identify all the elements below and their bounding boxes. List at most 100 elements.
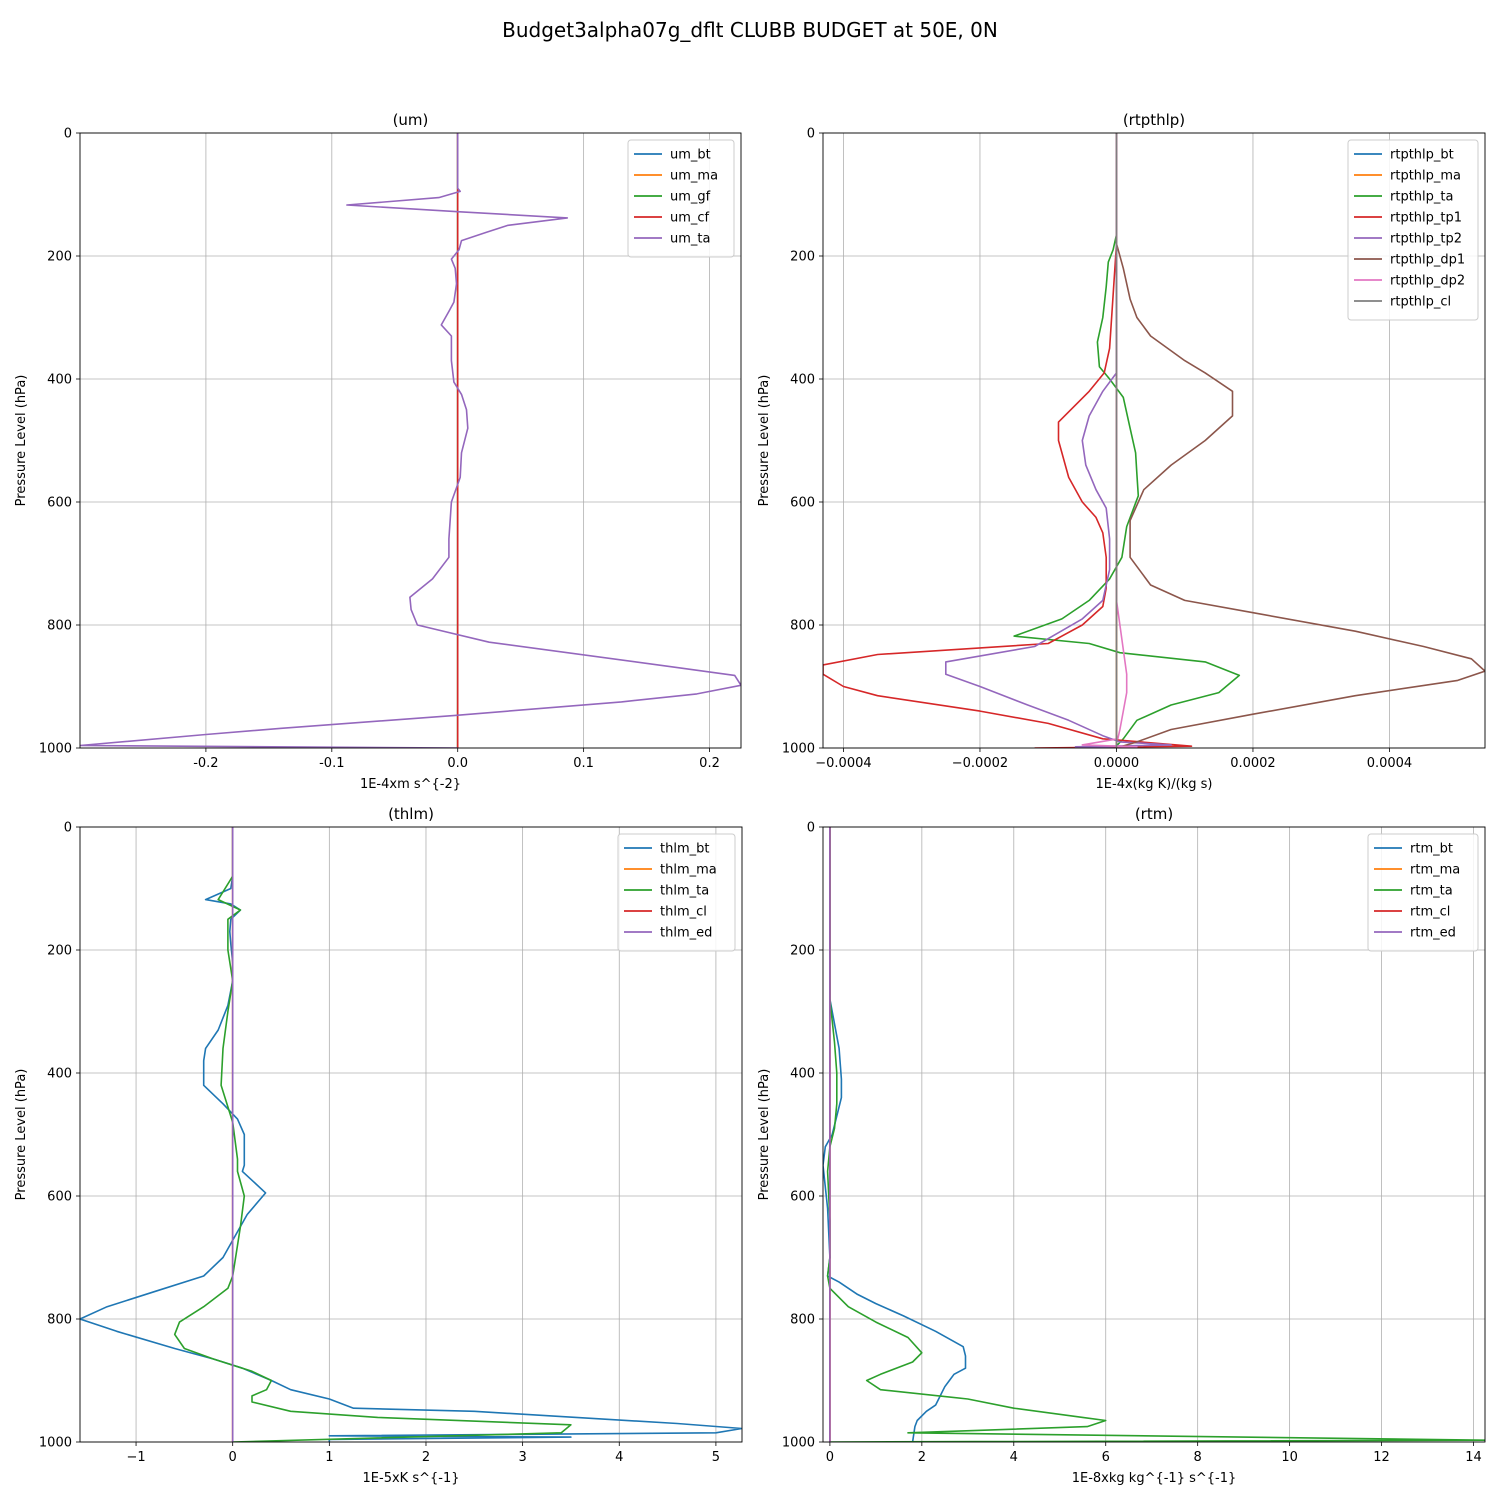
chart-panel-1: -0.2 -0.1 0.0 0.1 0.2 0 200 400 600 800 1000 (um) 1E… xyxy=(14,111,742,792)
legend-label: rtm_ed xyxy=(1410,926,1456,941)
chart-panel-2: −0.0004 −0.0002 0.0000 0.0002 0.0004 0 200 400 6… xyxy=(757,111,1486,792)
legend-label: um_gf xyxy=(670,190,711,205)
y-tick-label: 400 xyxy=(790,1067,815,1082)
series-line-rtpthlp_dp1 xyxy=(1115,133,1485,748)
y-axis-label: Pressure Level (hPa) xyxy=(14,375,29,507)
legend-label: rtpthlp_bt xyxy=(1390,148,1454,163)
y-tick-label: 0 xyxy=(64,127,72,142)
legend-label: rtpthlp_cl xyxy=(1390,295,1451,310)
x-tick-label: 12 xyxy=(1373,1450,1390,1465)
panel-title: (thlm) xyxy=(388,805,434,823)
x-axis-label: 1E-4xm s^{-2} xyxy=(360,777,461,792)
series-line-rtm_bt xyxy=(823,827,967,1442)
x-tick-label: 4 xyxy=(615,1450,623,1465)
legend-label: thlm_cl xyxy=(660,905,707,920)
y-tick-label: 200 xyxy=(790,250,815,265)
x-tick-label: 8 xyxy=(1194,1450,1202,1465)
plot-frame xyxy=(79,826,743,1443)
legend-box xyxy=(1367,833,1479,952)
legend-label: um_bt xyxy=(670,148,711,163)
x-tick-label: 1 xyxy=(325,1450,333,1465)
legend: rtm_bt rtm_ma rtm_ta rtm_cl rtm_ed xyxy=(1367,833,1479,952)
y-tick-label: 800 xyxy=(47,619,72,634)
x-tick-label: 3 xyxy=(518,1450,526,1465)
series-group xyxy=(80,133,741,748)
y-tick-label: 0 xyxy=(64,821,72,836)
y-tick-label: 0 xyxy=(807,821,815,836)
panel-title: (um) xyxy=(393,111,429,129)
plot-frame xyxy=(822,826,1486,1443)
legend-label: um_ma xyxy=(670,169,718,184)
x-tick-label: 0.2 xyxy=(699,756,720,771)
legend-box xyxy=(1347,139,1479,321)
legend: um_bt um_ma um_gf um_cf um_ta xyxy=(627,139,735,258)
legend-label: um_cf xyxy=(670,211,710,226)
x-tick-label: 4 xyxy=(1010,1450,1018,1465)
x-tick-label: 2 xyxy=(918,1450,926,1465)
panels: -0.2 -0.1 0.0 0.1 0.202004006008001000(um)1E… xyxy=(14,111,1486,1486)
x-tick-label: 0.0 xyxy=(447,756,468,771)
legend-label: rtm_bt xyxy=(1410,842,1453,857)
series-line-rtpthlp_tp1 xyxy=(823,133,1193,748)
y-tick-label: 1000 xyxy=(39,742,72,757)
x-axis-label: 1E-5xK s^{-1} xyxy=(363,1471,460,1486)
y-tick-label: 600 xyxy=(47,1190,72,1205)
legend-label: rtpthlp_tp1 xyxy=(1390,211,1462,226)
y-tick-label: 1000 xyxy=(782,742,815,757)
y-tick-label: 1000 xyxy=(782,1436,815,1451)
panel-title: (rtpthlp) xyxy=(1123,111,1185,129)
x-tick-label: 0.0002 xyxy=(1230,756,1276,771)
x-tick-label: 0 xyxy=(826,1450,834,1465)
legend-label: rtpthlp_dp1 xyxy=(1390,253,1465,268)
legend-label: rtm_cl xyxy=(1410,905,1450,920)
legend-label: thlm_ed xyxy=(660,926,712,941)
legend-label: thlm_ma xyxy=(660,863,717,878)
y-tick-label: 600 xyxy=(47,496,72,511)
x-tick-label: -0.1 xyxy=(319,756,344,771)
figure-title: Budget3alpha07g_dflt CLUBB BUDGET at 50E… xyxy=(502,18,998,42)
x-tick-label: −0.0002 xyxy=(952,756,1008,771)
x-tick-label: 6 xyxy=(1102,1450,1110,1465)
series-group xyxy=(80,827,742,1442)
series-line-thlm_bt xyxy=(80,827,742,1442)
y-tick-label: 400 xyxy=(790,373,815,388)
x-tick-label: -0.2 xyxy=(193,756,218,771)
series-group xyxy=(823,133,1485,748)
x-tick-label: 0 xyxy=(229,1450,237,1465)
y-axis-label: Pressure Level (hPa) xyxy=(757,375,772,507)
y-tick-label: 600 xyxy=(790,1190,815,1205)
x-tick-label: 5 xyxy=(712,1450,720,1465)
legend: rtpthlp_bt rtpthlp_ma rtpthlp_ta rtpthlp_tp… xyxy=(1347,139,1479,321)
plot-frame xyxy=(822,132,1486,749)
legend-label: rtpthlp_ta xyxy=(1390,190,1453,205)
y-tick-label: 400 xyxy=(47,373,72,388)
legend-box xyxy=(627,139,735,258)
legend-box xyxy=(617,833,736,952)
x-axis-label: 1E-4x(kg K)/(kg s) xyxy=(1096,777,1213,792)
x-tick-label: −0.0004 xyxy=(815,756,871,771)
series-line-um_ta xyxy=(80,133,741,748)
legend: thlm_bt thlm_ma thlm_ta thlm_cl thlm_ed xyxy=(617,833,736,952)
y-tick-label: 800 xyxy=(790,1313,815,1328)
y-axis-label: Pressure Level (hPa) xyxy=(14,1069,29,1201)
x-tick-label: 14 xyxy=(1465,1450,1482,1465)
x-tick-label: 10 xyxy=(1281,1450,1298,1465)
legend-label: rtpthlp_ma xyxy=(1390,169,1461,184)
panel-title: (rtm) xyxy=(1135,805,1173,823)
x-tick-label: 2 xyxy=(422,1450,430,1465)
y-tick-label: 600 xyxy=(790,496,815,511)
series-line-rtpthlp_tp2 xyxy=(944,133,1172,748)
y-tick-label: 200 xyxy=(47,944,72,959)
series-line-rtpthlp_dp2 xyxy=(1081,133,1138,748)
legend-label: thlm_bt xyxy=(660,842,709,857)
legend-label: um_ta xyxy=(670,232,710,247)
legend-label: thlm_ta xyxy=(660,884,709,899)
x-axis-label: 1E-8xkg kg^{-1} s^{-1} xyxy=(1072,1471,1237,1486)
legend-label: rtm_ta xyxy=(1410,884,1453,899)
y-tick-label: 400 xyxy=(47,1067,72,1082)
legend-label: rtpthlp_tp2 xyxy=(1390,232,1462,247)
legend-label: rtpthlp_dp2 xyxy=(1390,274,1465,289)
series-line-rtpthlp_ta xyxy=(1013,133,1241,748)
y-tick-label: 0 xyxy=(807,127,815,142)
